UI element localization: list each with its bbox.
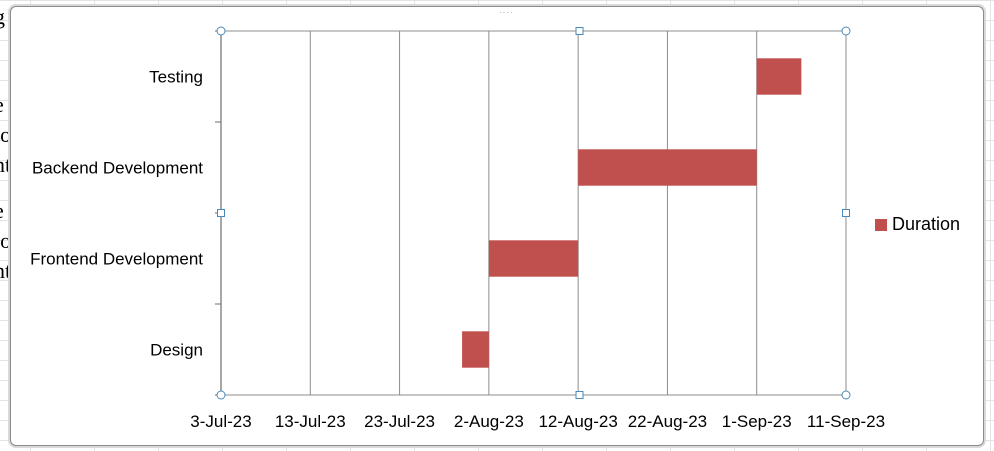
cell-fragment: lo xyxy=(0,122,12,147)
cell-fragment: lo xyxy=(0,228,12,253)
legend-label: Duration xyxy=(892,214,961,234)
edge-handle-icon xyxy=(217,209,225,217)
duration-bar xyxy=(462,331,489,368)
x-tick-label: 13-Jul-23 xyxy=(275,412,346,431)
x-tick-label: 3-Jul-23 xyxy=(190,412,251,431)
corner-handle-icon xyxy=(841,390,851,400)
y-category-label: Backend Development xyxy=(32,159,203,178)
resize-grip-icon[interactable]: ···· xyxy=(499,8,514,17)
cell-fragment: e xyxy=(0,198,4,224)
x-tick-label: 11-Sep-23 xyxy=(807,412,885,431)
legend-swatch xyxy=(875,218,887,231)
cell-fragment: nt xyxy=(0,152,12,177)
legend[interactable]: Duration xyxy=(875,214,960,235)
x-tick-label: 23-Jul-23 xyxy=(364,412,435,431)
duration-bar xyxy=(756,58,802,95)
corner-handle-icon xyxy=(841,26,851,36)
y-category-label: Frontend Development xyxy=(30,250,203,269)
duration-bar xyxy=(578,149,757,186)
cell-fragment: e xyxy=(0,92,4,118)
chart-area[interactable]: ···· xyxy=(10,6,984,446)
edge-handle-icon xyxy=(575,27,584,35)
x-tick-label: 12-Aug-23 xyxy=(538,412,617,431)
corner-handle-icon xyxy=(216,390,226,400)
edge-handle-icon xyxy=(842,209,850,217)
sheet-cell-column-fragment: g e lo nt e lo nt xyxy=(0,0,14,451)
y-category-label: Design xyxy=(150,341,203,360)
cell-fragment: g xyxy=(0,4,5,30)
x-tick-label: 1-Sep-23 xyxy=(722,412,792,431)
edge-handle-icon xyxy=(575,391,584,399)
cell-fragment: nt xyxy=(0,258,12,283)
y-category-label: Testing xyxy=(149,68,203,87)
x-tick-label: 22-Aug-23 xyxy=(628,412,707,431)
corner-handle-icon xyxy=(216,26,226,36)
x-tick-label: 2-Aug-23 xyxy=(454,412,524,431)
duration-bar xyxy=(488,240,579,277)
